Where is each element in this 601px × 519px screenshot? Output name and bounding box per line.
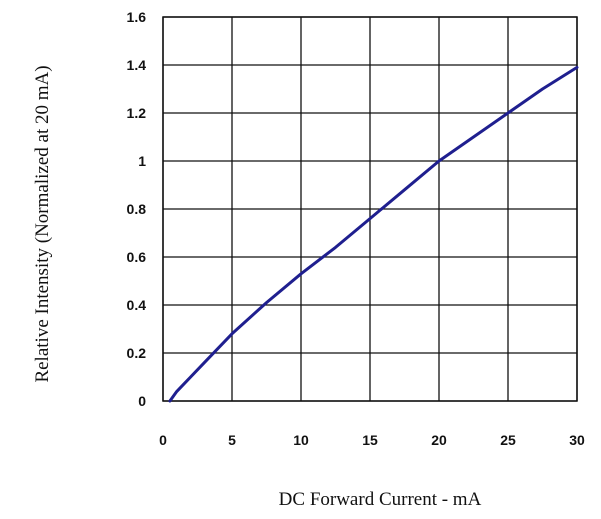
y-tick-label: 1.4	[127, 57, 147, 73]
y-tick-label: 1.2	[127, 105, 147, 121]
series-layer	[168, 65, 579, 403]
y-tick-label: 0.8	[127, 201, 147, 217]
y-tick-label: 1.6	[127, 9, 147, 25]
x-tick-label: 20	[431, 432, 447, 448]
x-tick-label: 25	[500, 432, 516, 448]
x-tick-label: 10	[293, 432, 309, 448]
series-line	[168, 65, 579, 403]
y-tick-label: 0.6	[127, 249, 147, 265]
x-tick-label: 0	[159, 432, 167, 448]
x-axis-title: DC Forward Current - mA	[279, 489, 482, 510]
y-tick-label: 1	[138, 153, 146, 169]
grid	[162, 16, 578, 402]
y-tick-label: 0	[138, 393, 146, 409]
y-tick-labels: 0 0.2 0.4 0.6 0.8 1 1.2 1.4 1.6	[127, 9, 147, 409]
plot-frame	[162, 16, 578, 402]
y-tick-label: 0.2	[127, 345, 147, 361]
y-axis-title: Relative Intensity (Normalized at 20 mA)	[32, 65, 53, 382]
x-tick-labels: 0 5 10 15 20 25 30	[159, 432, 585, 448]
x-tick-label: 30	[569, 432, 585, 448]
x-tick-label: 5	[228, 432, 236, 448]
y-tick-label: 0.4	[127, 297, 147, 313]
x-tick-label: 15	[362, 432, 378, 448]
